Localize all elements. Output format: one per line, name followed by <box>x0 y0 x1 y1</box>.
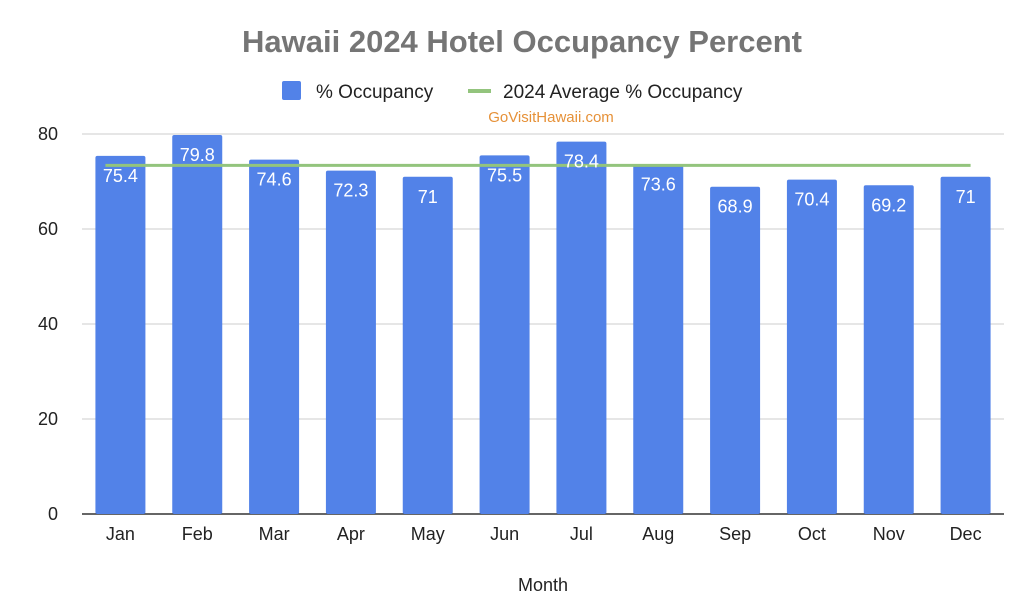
bar-mar <box>249 159 300 514</box>
data-label-jun: 75.5 <box>487 165 522 185</box>
bar-dec <box>940 176 991 514</box>
legend-swatch-occupancy <box>282 81 301 100</box>
data-label-nov: 69.2 <box>871 195 906 215</box>
bar-oct <box>786 179 837 514</box>
data-labels: 75.4 79.8 74.6 72.3 71 75.5 78.4 73.6 68.9 70.4 69… <box>103 145 976 217</box>
x-axis-title: Month <box>518 575 568 595</box>
x-axis-ticks: Jan Feb Mar Apr May Jun Jul Aug Sep Oct Nov Dec <box>106 524 982 544</box>
bar-may <box>402 176 453 514</box>
x-tick-label-feb: Feb <box>182 524 213 544</box>
data-label-sep: 68.9 <box>718 197 753 217</box>
bar-sep <box>710 186 761 514</box>
data-label-apr: 72.3 <box>333 181 368 201</box>
bar-apr <box>325 170 376 514</box>
x-tick-label-jan: Jan <box>106 524 135 544</box>
x-tick-label-oct: Oct <box>798 524 826 544</box>
bar-nov <box>863 185 914 515</box>
x-tick-label-jun: Jun <box>490 524 519 544</box>
data-label-jul: 78.4 <box>564 152 599 172</box>
y-tick-label: 80 <box>38 124 58 144</box>
bar-jul <box>556 141 607 514</box>
bar-feb <box>172 134 223 514</box>
x-tick-label-dec: Dec <box>950 524 982 544</box>
x-tick-label-sep: Sep <box>719 524 751 544</box>
data-label-oct: 70.4 <box>794 190 829 210</box>
watermark: GoVisitHawaii.com <box>488 109 614 126</box>
chart-title: Hawaii 2024 Hotel Occupancy Percent <box>242 24 802 59</box>
y-tick-label: 60 <box>38 219 58 239</box>
x-tick-label-nov: Nov <box>873 524 905 544</box>
y-tick-label: 40 <box>38 314 58 334</box>
data-label-jan: 75.4 <box>103 166 138 186</box>
bars <box>95 134 991 515</box>
y-tick-label: 0 <box>48 504 58 524</box>
x-tick-label-apr: Apr <box>337 524 365 544</box>
bar-jan <box>95 155 146 514</box>
legend-label-occupancy: % Occupancy <box>316 82 434 103</box>
data-label-feb: 79.8 <box>180 145 215 165</box>
x-tick-label-may: May <box>411 524 445 544</box>
gridlines <box>82 133 1004 515</box>
x-tick-label-jul: Jul <box>570 524 593 544</box>
bar-aug <box>633 164 684 514</box>
x-tick-label-aug: Aug <box>642 524 674 544</box>
data-label-mar: 74.6 <box>257 170 292 190</box>
legend-label-average: 2024 Average % Occupancy <box>503 82 743 103</box>
bar-jun <box>479 155 530 514</box>
legend: % Occupancy 2024 Average % Occupancy <box>282 81 743 103</box>
x-tick-label-mar: Mar <box>259 524 290 544</box>
y-tick-label: 20 <box>38 409 58 429</box>
data-label-may: 71 <box>418 187 438 207</box>
y-axis-ticks: 0 20 40 60 80 <box>38 124 58 524</box>
data-label-aug: 73.6 <box>641 174 676 194</box>
data-label-dec: 71 <box>956 187 976 207</box>
